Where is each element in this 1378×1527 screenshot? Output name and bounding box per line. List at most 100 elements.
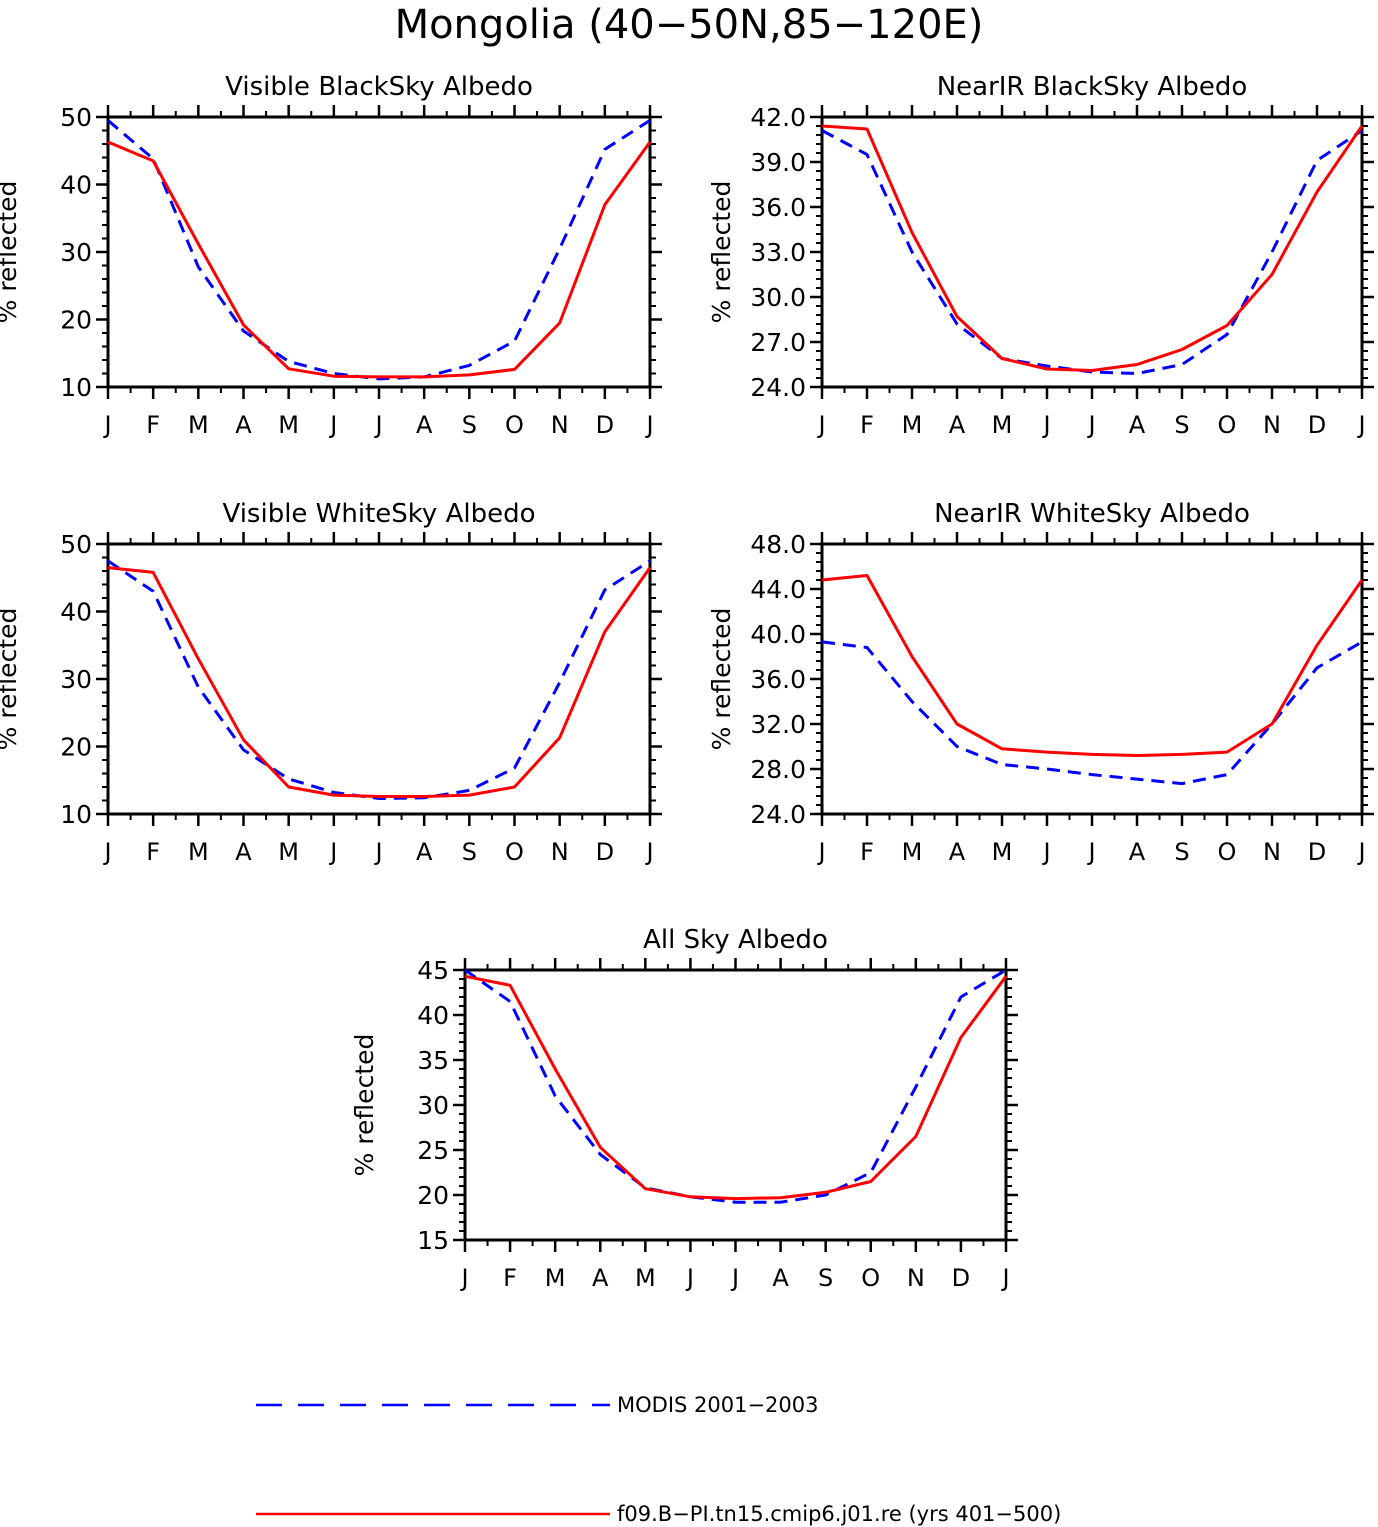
x-tick-label: J (644, 838, 653, 866)
y-tick-label: 40 (60, 598, 92, 627)
x-tick-label: M (188, 838, 209, 866)
x-tick-label: D (1308, 838, 1326, 866)
x-tick-label: J (1041, 411, 1050, 439)
series-modis-line (107, 559, 651, 800)
x-tick-label: J (1000, 1264, 1009, 1292)
y-tick-label: 10 (60, 800, 92, 829)
x-tick-label: A (416, 411, 433, 439)
x-tick-label: J (328, 838, 337, 866)
series-modis-line (107, 119, 651, 381)
x-tick-label: J (373, 411, 382, 439)
y-axis-label: % reflected (350, 1034, 379, 1177)
panel-nearir-blacksky: J F M A M J J A S O N D J24.027.030.033.036.039.042.… (707, 72, 1374, 439)
y-tick-label: 10 (60, 373, 92, 402)
legend: MODIS 2001−2003 f09.B−PI.tn15.cmip6.j01.… (256, 1393, 1061, 1526)
y-tick-label: 42.0 (750, 103, 806, 132)
x-tick-label: N (1263, 411, 1281, 439)
y-tick-label: 48.0 (750, 530, 806, 559)
x-tick-label: J (459, 1264, 468, 1292)
x-tick-label: A (949, 411, 966, 439)
y-tick-label: 25 (417, 1136, 449, 1165)
y-tick-label: 20 (417, 1181, 449, 1210)
y-tick-label: 50 (60, 530, 92, 559)
x-tick-label: J (102, 411, 111, 439)
x-tick-label: A (1129, 838, 1146, 866)
y-tick-label: 45 (417, 956, 449, 985)
x-tick-label: M (902, 838, 923, 866)
y-tick-label: 39.0 (750, 148, 806, 177)
x-tick-label: J (1041, 838, 1050, 866)
legend-modis-label: MODIS 2001−2003 (617, 1393, 819, 1417)
x-tick-label: F (860, 838, 874, 866)
y-tick-label: 44.0 (750, 575, 806, 604)
plot-frame (106, 115, 652, 389)
x-tick-label: M (902, 411, 923, 439)
panel-title: NearIR BlackSky Albedo (937, 72, 1248, 102)
y-tick-label: 24.0 (750, 800, 806, 829)
panel-nearir-whitesky: J F M A M J J A S O N D J24.028.032.036.040.044.048.… (707, 499, 1374, 866)
x-tick-label: M (545, 1264, 566, 1292)
plot-frame (106, 542, 652, 816)
y-tick-label: 24.0 (750, 373, 806, 402)
panel-title: NearIR WhiteSky Albedo (934, 499, 1250, 529)
x-tick-label: O (861, 1264, 880, 1292)
y-tick-label: 27.0 (750, 328, 806, 357)
x-tick-label: N (551, 838, 569, 866)
y-axis-label: % reflected (707, 181, 736, 324)
x-tick-label: J (730, 1264, 739, 1292)
y-axis-label: % reflected (0, 608, 22, 751)
y-axis-label: % reflected (707, 608, 736, 751)
y-tick-label: 30 (60, 238, 92, 267)
x-tick-label: S (462, 838, 477, 866)
x-tick-label: J (816, 411, 825, 439)
plot-frame (820, 115, 1364, 389)
series-model-line (821, 574, 1364, 757)
x-tick-label: J (102, 838, 111, 866)
series-modis-line (821, 129, 1363, 375)
x-tick-label: M (635, 1264, 656, 1292)
x-tick-label: D (596, 838, 614, 866)
x-tick-label: S (1174, 838, 1189, 866)
series-modis-line (821, 640, 1363, 786)
panel-title: Visible BlackSky Albedo (225, 72, 533, 102)
x-tick-label: A (235, 838, 252, 866)
y-tick-label: 30 (417, 1091, 449, 1120)
y-tick-label: 36.0 (750, 665, 806, 694)
y-tick-label: 50 (60, 103, 92, 132)
x-tick-label: S (462, 411, 477, 439)
y-tick-label: 33.0 (750, 238, 806, 267)
x-tick-label: N (1263, 838, 1281, 866)
y-tick-label: 40 (417, 1001, 449, 1030)
x-tick-label: M (278, 838, 299, 866)
x-tick-label: M (188, 411, 209, 439)
y-tick-label: 28.0 (750, 755, 806, 784)
x-tick-label: J (685, 1264, 694, 1292)
x-tick-label: A (949, 838, 966, 866)
x-tick-label: N (907, 1264, 925, 1292)
series-model-line (821, 124, 1364, 372)
x-tick-label: J (644, 411, 653, 439)
x-tick-label: J (1356, 838, 1365, 866)
x-tick-label: S (818, 1264, 833, 1292)
panel-title: Visible WhiteSky Albedo (222, 499, 535, 529)
y-tick-label: 36.0 (750, 193, 806, 222)
x-tick-label: F (860, 411, 874, 439)
x-tick-label: M (992, 838, 1013, 866)
y-tick-label: 32.0 (750, 710, 806, 739)
y-tick-label: 20 (60, 733, 92, 762)
x-tick-label: A (592, 1264, 609, 1292)
x-tick-label: F (146, 411, 160, 439)
y-tick-label: 30.0 (750, 283, 806, 312)
x-tick-label: D (1308, 411, 1326, 439)
x-tick-label: S (1174, 411, 1189, 439)
x-tick-label: J (1086, 411, 1095, 439)
panel-title: All Sky Albedo (643, 925, 828, 955)
series-model-line (107, 566, 652, 798)
x-tick-label: F (503, 1264, 517, 1292)
y-tick-label: 15 (417, 1226, 449, 1255)
x-tick-label: J (1086, 838, 1095, 866)
x-tick-label: J (1356, 411, 1365, 439)
